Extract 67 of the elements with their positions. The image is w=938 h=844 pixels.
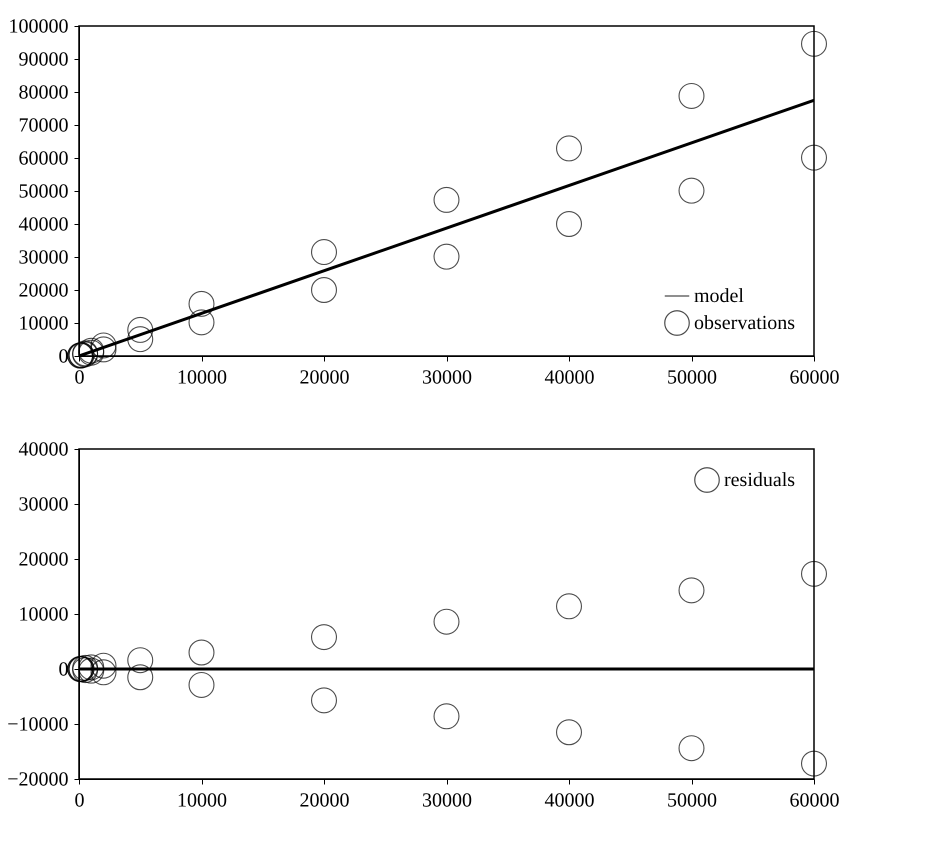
y-tick-label: 100000	[8, 16, 68, 38]
x-tick-label: 0	[74, 366, 84, 388]
point	[127, 647, 154, 674]
y-tick-label: 80000	[18, 82, 68, 104]
x-tick-label: 20000	[300, 790, 350, 812]
point	[90, 332, 116, 358]
point	[801, 30, 827, 57]
point	[188, 309, 214, 336]
point	[556, 211, 582, 237]
point	[311, 624, 337, 650]
point	[434, 703, 460, 730]
y-tick-label: 70000	[18, 114, 68, 136]
x-tick-label: 40000	[544, 366, 594, 388]
point	[188, 672, 214, 698]
point	[90, 659, 116, 686]
point	[678, 82, 704, 109]
x-tick-label: 50000	[667, 790, 717, 812]
point	[188, 290, 214, 317]
point	[801, 144, 827, 171]
legend-label: residuals	[724, 469, 796, 491]
x-tick-label: 60000	[790, 790, 840, 812]
point	[311, 239, 337, 266]
point	[434, 608, 460, 635]
y-tick-label: 60000	[18, 148, 68, 170]
y-tick-label: 40000	[18, 438, 68, 460]
y-tick-label: 20000	[18, 280, 68, 302]
point	[678, 577, 704, 604]
legend-label: observations	[694, 312, 796, 334]
point	[127, 316, 154, 343]
point	[311, 277, 337, 303]
x-tick-label: 20000	[300, 366, 350, 388]
y-tick-label: 40000	[18, 214, 68, 236]
y-tick-label: 50000	[18, 180, 68, 202]
y-tick-label: 10000	[18, 604, 68, 626]
y-tick-label: −20000	[7, 768, 68, 790]
y-tick-label: 20000	[18, 548, 68, 570]
x-tick-label: 30000	[422, 366, 472, 388]
point	[127, 664, 154, 690]
point	[801, 750, 827, 777]
y-tick-label: 0	[58, 346, 68, 368]
y-tick-label: −10000	[7, 714, 68, 736]
y-tick-label: 30000	[18, 494, 68, 516]
y-tick-label: 0	[58, 658, 68, 680]
x-tick-label: 60000	[790, 366, 840, 388]
point	[90, 336, 116, 362]
point	[678, 178, 704, 204]
point	[311, 687, 337, 714]
x-tick-label: 40000	[544, 790, 594, 812]
x-tick-label: 10000	[177, 366, 227, 388]
point	[556, 135, 582, 162]
x-tick-label: 30000	[422, 790, 472, 812]
point	[434, 186, 460, 213]
point	[90, 652, 116, 679]
point	[127, 326, 154, 352]
point	[556, 719, 582, 746]
point	[556, 593, 582, 620]
y-tick-label: 30000	[18, 246, 68, 268]
x-tick-label: 50000	[667, 366, 717, 388]
legend-label: model	[694, 285, 744, 307]
y-tick-label: 10000	[18, 312, 68, 334]
point	[188, 640, 214, 666]
x-tick-label: 10000	[177, 790, 227, 812]
point	[678, 735, 704, 762]
x-tick-label: 0	[74, 790, 84, 812]
point	[434, 244, 460, 270]
y-tick-label: 90000	[18, 48, 68, 70]
point	[801, 560, 827, 587]
